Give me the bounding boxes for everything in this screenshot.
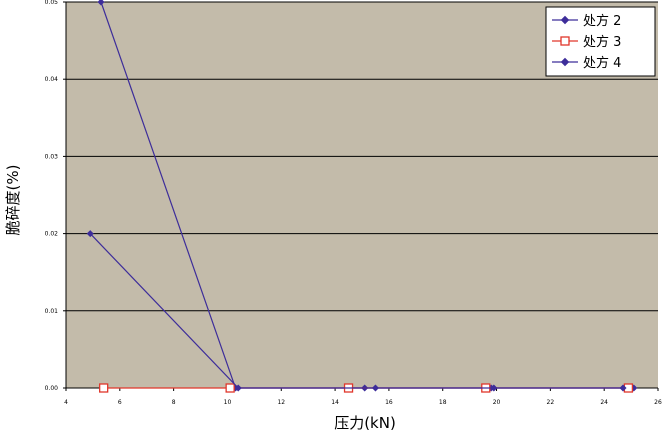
y-tick-label-2: 0.02 — [45, 231, 59, 238]
series-3-point-2 — [234, 384, 242, 392]
x-tick-label-7: 18 — [439, 399, 447, 406]
series-2-point-2 — [225, 383, 235, 393]
legend-marker-2 — [560, 36, 570, 46]
series-3-point-4 — [490, 384, 498, 392]
y-tick-label-3: 0.03 — [45, 153, 59, 160]
y-tick-label-4: 0.04 — [45, 76, 59, 83]
x-tick-label-8: 20 — [493, 399, 501, 406]
x-tick-label-2: 8 — [172, 399, 176, 406]
series-3 — [86, 230, 627, 392]
x-tick-label-9: 22 — [547, 399, 555, 406]
legend-label-2: 处方 3 — [583, 34, 621, 50]
y-tick-label-1: 0.01 — [45, 308, 59, 315]
y-tick-label-5: 0.05 — [45, 0, 59, 6]
legend-label-1: 处方 2 — [583, 13, 621, 29]
x-tick-label-4: 12 — [277, 399, 285, 406]
x-tick-label-5: 14 — [331, 399, 339, 406]
y-axis-title: 脆碎度(%) — [4, 165, 22, 236]
x-tick-label-11: 26 — [654, 399, 662, 406]
series-2-point-1 — [99, 383, 109, 393]
series-3-point-1 — [86, 230, 94, 238]
legend-label-3: 处方 4 — [583, 55, 621, 71]
series-3-point-5 — [619, 384, 627, 392]
x-tick-label-0: 4 — [64, 399, 68, 406]
y-tick-label-0: 0.00 — [45, 385, 59, 392]
series-layer — [86, 0, 638, 393]
x-tick-labels: 4 6 8 10 12 14 16 18 20 22 24 26 — [64, 388, 662, 406]
x-tick-label-10: 24 — [600, 399, 608, 406]
series-3-point-3 — [371, 384, 379, 392]
y-tick-labels: 0.00 0.01 0.02 0.03 0.04 0.05 — [45, 0, 66, 392]
x-tick-label-6: 16 — [385, 399, 393, 406]
x-axis-title: 压力(kN) — [334, 414, 396, 432]
legend-item-1: 处方 2 — [552, 13, 621, 29]
x-tick-label-1: 6 — [118, 399, 122, 406]
legend: 处方 2 处方 3 处方 4 — [545, 6, 656, 77]
x-tick-label-3: 10 — [224, 399, 232, 406]
legend-item-2: 处方 3 — [552, 34, 621, 50]
